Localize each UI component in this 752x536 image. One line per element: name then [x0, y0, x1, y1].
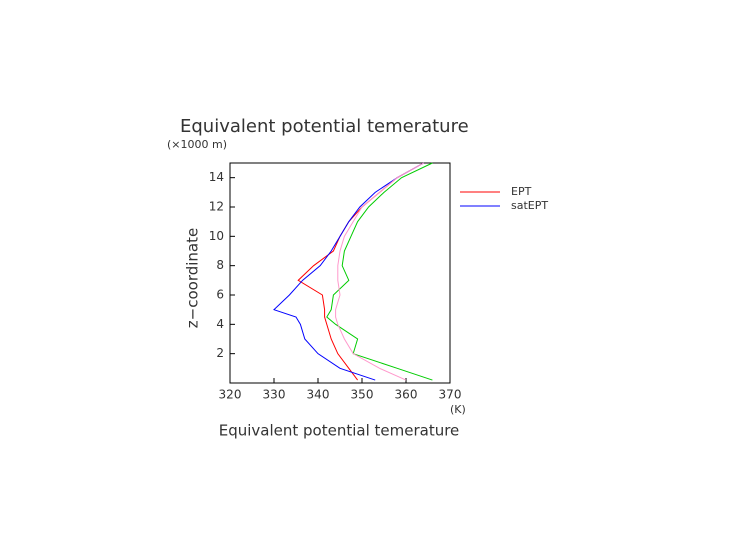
line [326, 162, 433, 381]
line [335, 162, 424, 381]
x-unit: (K) [450, 403, 466, 416]
y-axis-label: z−coordinate [184, 228, 202, 328]
y-unit: (×1000 m) [167, 138, 227, 151]
y-tick-label: 14 [209, 170, 224, 184]
y-tick-label: 8 [216, 258, 224, 272]
x-tick-label: 370 [439, 388, 462, 402]
x-tick-label: 340 [307, 388, 330, 402]
x-tick-label: 350 [351, 388, 374, 402]
legend-label: EPT [511, 185, 532, 198]
y-tick-label: 2 [216, 346, 224, 360]
y-tick-label: 4 [216, 317, 224, 331]
line [297, 162, 424, 381]
legend-label: satEPT [511, 199, 548, 212]
x-tick-label: 330 [263, 388, 286, 402]
x-tick-label: 360 [395, 388, 418, 402]
y-tick-label: 6 [216, 288, 224, 302]
chart-title: Equivalent potential temerature [180, 116, 469, 137]
x-axis-label: Equivalent potential temerature [219, 422, 460, 440]
y-tick-label: 12 [209, 200, 224, 214]
line [273, 162, 424, 381]
plot-frame [229, 162, 451, 384]
x-tick-label: 320 [219, 388, 242, 402]
y-tick-label: 10 [209, 229, 224, 243]
